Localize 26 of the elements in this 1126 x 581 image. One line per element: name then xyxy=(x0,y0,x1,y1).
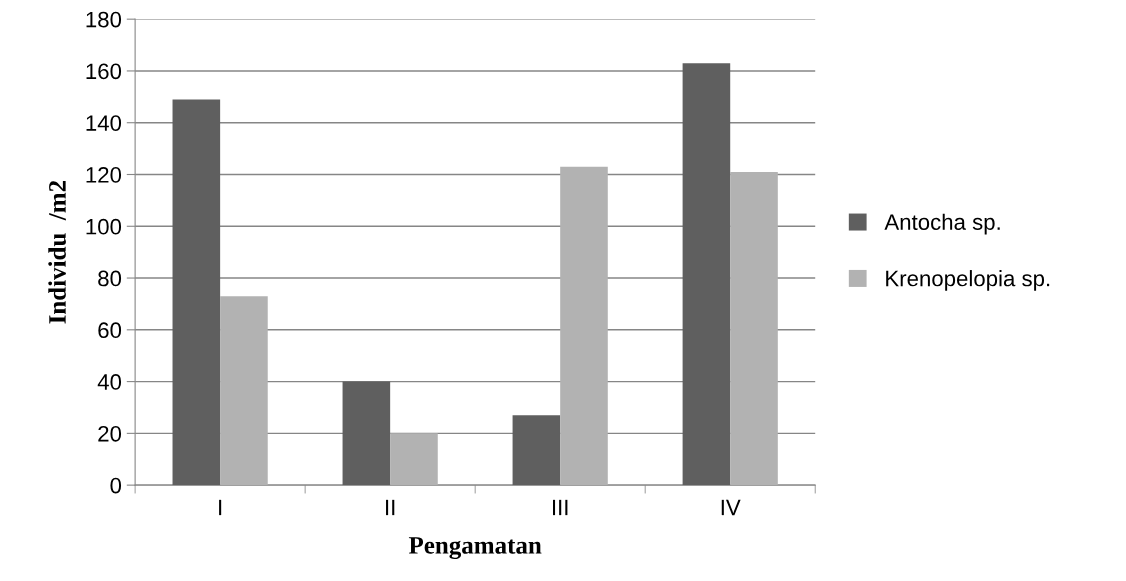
y-tick-label: 80 xyxy=(98,270,122,287)
y-tick-label: 40 xyxy=(97,374,122,390)
y-tick-label: 160 xyxy=(86,63,122,80)
legend-label: Krenopelopia sp. xyxy=(886,270,1050,291)
bar xyxy=(730,171,778,486)
y-tick-label: 60 xyxy=(98,322,122,339)
y-tick-label: 180 xyxy=(86,11,122,28)
y-tick-label: 100 xyxy=(86,218,122,235)
y-axis-title: Individu /m2 xyxy=(48,180,66,324)
bar xyxy=(220,296,268,486)
x-axis-title: Pengamatan xyxy=(408,537,542,560)
bar xyxy=(390,433,438,486)
bar xyxy=(682,63,731,486)
bar xyxy=(342,381,391,486)
y-tick-label: 20 xyxy=(98,425,122,442)
bar xyxy=(172,99,221,486)
y-tick-label: 140 xyxy=(86,115,122,131)
x-tick-label: III xyxy=(552,499,568,516)
bar xyxy=(560,166,608,486)
bar xyxy=(512,415,561,486)
x-tick-label: I xyxy=(219,499,222,516)
legend-label: Antocha sp. xyxy=(884,213,1000,235)
x-tick-label: IV xyxy=(721,499,741,516)
x-tick-label: II xyxy=(386,499,395,516)
y-tick-label: 120 xyxy=(86,167,122,183)
y-tick-label: 0 xyxy=(110,477,122,494)
